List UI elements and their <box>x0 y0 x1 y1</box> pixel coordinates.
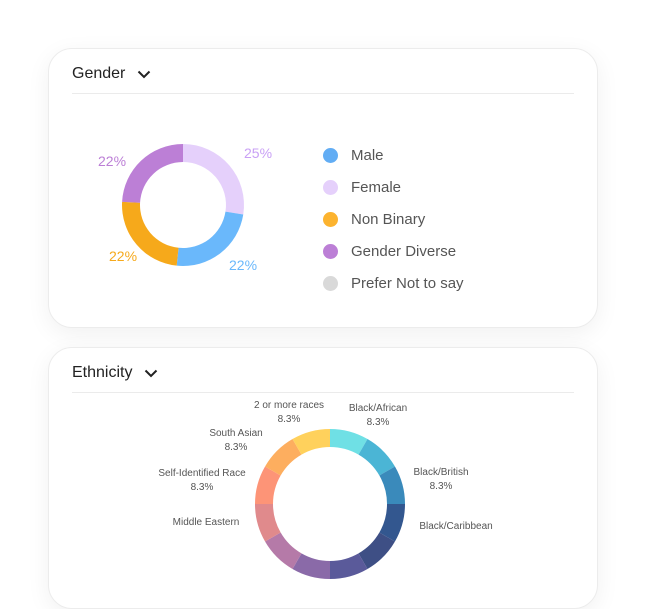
ethnicity-title: Ethnicity <box>72 364 133 381</box>
gender-title: Gender <box>72 65 126 82</box>
legend-label: Female <box>351 178 402 196</box>
ethnicity-dropdown[interactable]: Ethnicity <box>72 364 158 382</box>
legend-dot <box>323 211 338 227</box>
divider <box>72 93 574 94</box>
ethnicity-segment-black-african <box>330 429 368 455</box>
ethnicity-segment-2-or-more-races <box>292 429 330 455</box>
gender-donut-chart <box>121 144 244 266</box>
ethnicity-segment-2 <box>379 466 405 504</box>
ethnicity-segment-self-identified-race <box>255 466 281 504</box>
gender-dropdown[interactable]: Gender <box>72 65 151 83</box>
legend-dot <box>323 147 338 163</box>
segment-label-2-or-more-races: 2 or more races 8.3% <box>253 400 325 425</box>
ethnicity-segment-south-asian <box>265 439 302 476</box>
pct-label-female: 25% <box>244 145 273 161</box>
legend-dot <box>323 243 338 259</box>
gender-legend: Male Female Non Binary Gender Diverse Pr… <box>323 139 464 299</box>
gender-card: Gender 25% 22% 22% 22% Male Female Non B… <box>48 48 598 328</box>
segment-label-self-identified-race: Self-Identified Race 8.3% <box>158 468 246 493</box>
legend-dot <box>323 275 338 291</box>
legend-label: Gender Diverse <box>351 242 457 260</box>
legend-item: Prefer Not to say <box>323 267 464 299</box>
ethnicity-segment-black-british <box>358 439 395 476</box>
segment-label-south-asian: South Asian 8.3% <box>209 428 263 453</box>
pct-label-male: 22% <box>229 257 258 273</box>
segment-label-black-british: Black/British 8.3% <box>413 467 469 492</box>
legend-item: Gender Diverse <box>323 235 464 267</box>
ethnicity-donut-chart <box>255 429 405 579</box>
legend-label: Prefer Not to say <box>351 274 464 292</box>
ethnicity-card: Ethnicity Black/African 8.3% Black/Britis… <box>48 347 598 609</box>
divider <box>72 392 574 393</box>
legend-item: Female <box>323 171 464 203</box>
segment-label-black-african: Black/African 8.3% <box>348 403 408 428</box>
pct-label-non-binary: 22% <box>109 248 138 264</box>
pct-label-gender-diverse: 22% <box>98 153 127 169</box>
gender-segment-gender-diverse <box>122 144 183 203</box>
legend-dot <box>323 179 338 195</box>
legend-label: Non Binary <box>351 210 426 228</box>
gender-segment-male <box>176 211 244 266</box>
legend-item: Male <box>323 139 464 171</box>
gender-segment-female <box>183 144 244 215</box>
segment-label-black-caribbean: Black/Caribbean <box>419 521 493 532</box>
chevron-down-icon <box>145 369 158 377</box>
gender-segment-non-binary <box>121 201 179 266</box>
segment-label-middle-eastern: Middle Eastern <box>172 517 240 528</box>
legend-item: Non Binary <box>323 203 464 235</box>
legend-label: Male <box>351 146 384 164</box>
chevron-down-icon <box>138 70 151 78</box>
